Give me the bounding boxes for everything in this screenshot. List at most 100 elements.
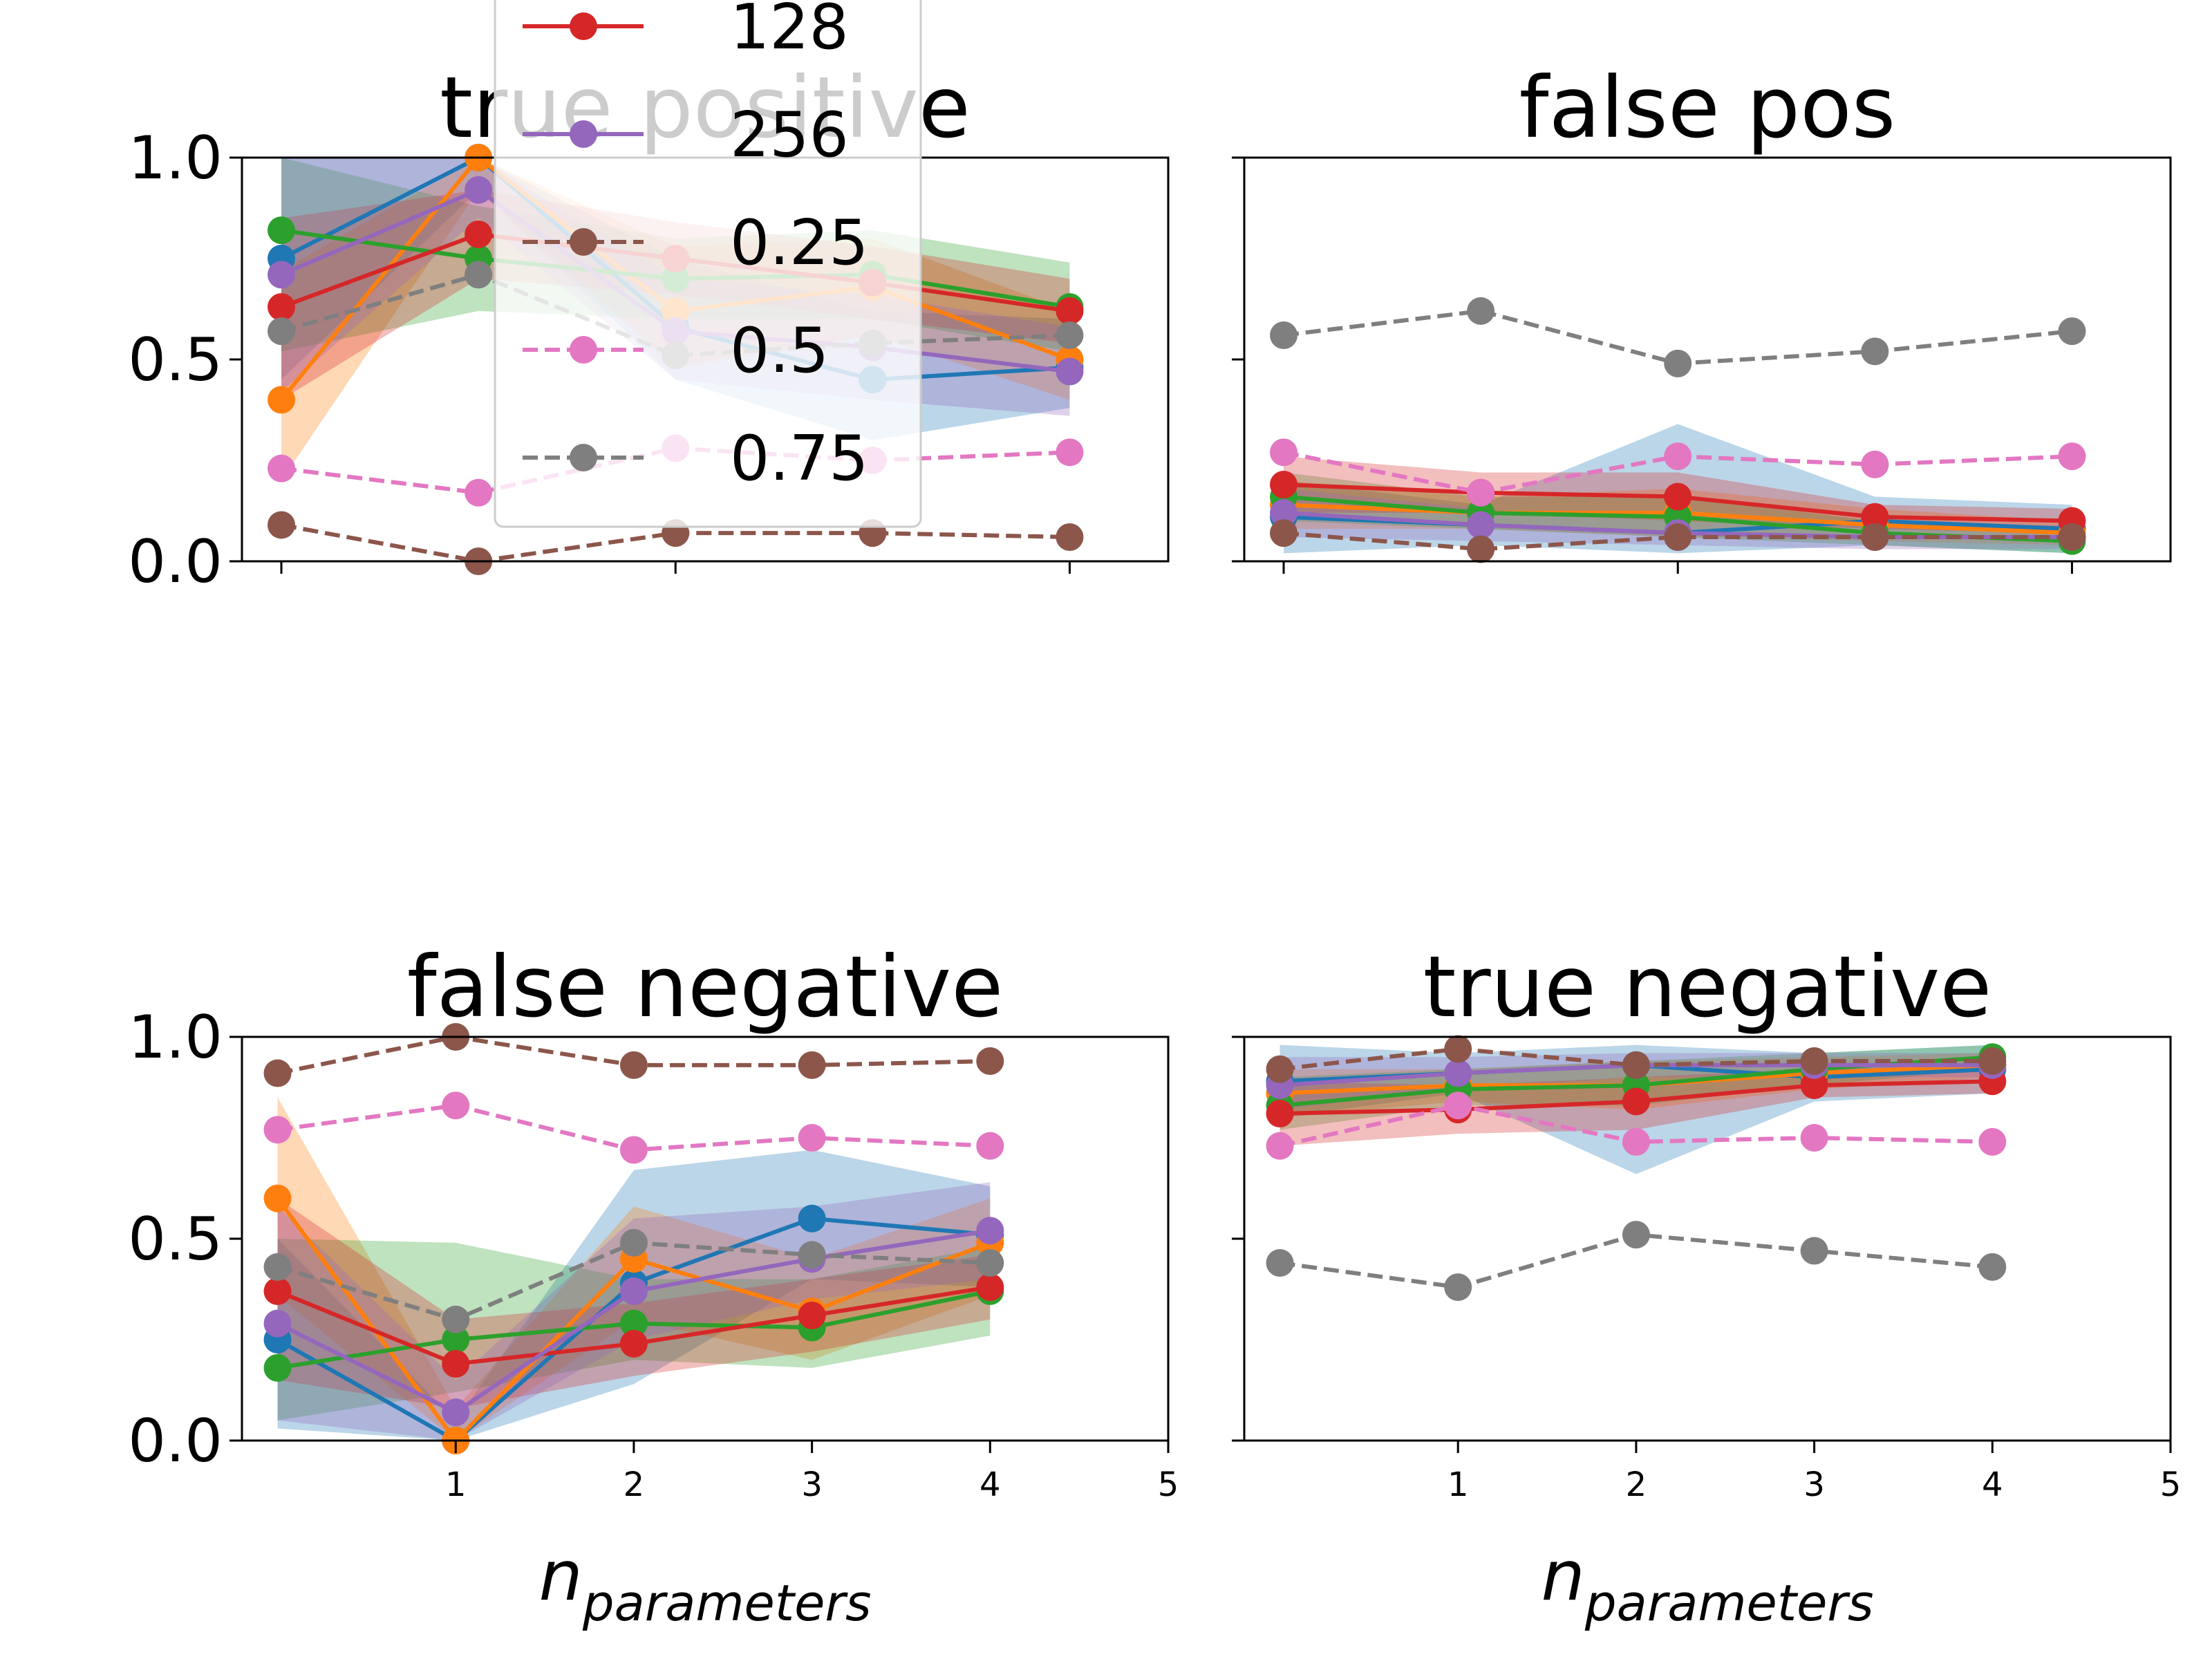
point-0-2-0 [268, 216, 296, 245]
point-2-7-0 [263, 1253, 292, 1281]
point-1-3-0 [1270, 471, 1298, 499]
point-2-4-1 [442, 1398, 470, 1427]
point-3-6-3 [1800, 1124, 1828, 1152]
point-2-7-2 [619, 1228, 648, 1257]
point-1-6-3 [1861, 450, 1889, 478]
point-3-7-4 [1978, 1253, 2007, 1281]
point-1-6-4 [2058, 442, 2086, 471]
point-1-7-3 [1861, 337, 1889, 366]
point-2-5-2 [619, 1051, 648, 1079]
point-0-4-4 [1056, 357, 1084, 386]
legend-label-2: 0.25 [730, 207, 868, 279]
subplot-title-1: false pos [1519, 59, 1896, 157]
x-axis-label-subscript: parameters [582, 1574, 872, 1632]
point-2-2-2 [619, 1309, 648, 1338]
point-3-5-3 [1800, 1047, 1828, 1076]
ytick-label-0-2: 1.0 [128, 124, 223, 193]
point-3-4-1 [1444, 1059, 1472, 1087]
legend-marker-4 [570, 444, 597, 471]
xtick-label-2-4: 5 [1158, 1465, 1179, 1504]
subplot-title-2: false negative [407, 938, 1004, 1036]
legend-label-0: 128 [730, 0, 849, 64]
legend-label-4: 0.75 [730, 422, 868, 495]
ytick-label-2-0: 0.0 [128, 1407, 223, 1476]
point-2-7-4 [976, 1249, 1004, 1277]
point-2-5-4 [976, 1047, 1004, 1076]
point-3-3-3 [1800, 1071, 1828, 1100]
point-3-7-3 [1800, 1237, 1828, 1265]
subplot-2: false negative 0.0 0.5 1.0 1 2 3 4 5 nparameters [128, 938, 1179, 1632]
point-0-6-1 [465, 478, 493, 507]
point-1-6-2 [1664, 442, 1692, 471]
xtick-label-2-2: 3 [801, 1465, 823, 1504]
point-0-5-0 [268, 511, 296, 539]
xtick-label-3-3: 4 [1982, 1465, 2003, 1504]
point-2-3-0 [263, 1277, 292, 1305]
point-3-5-2 [1622, 1051, 1650, 1079]
ytick-label-2-1: 0.5 [128, 1205, 223, 1274]
point-0-7-1 [465, 261, 493, 289]
point-2-3-2 [619, 1329, 648, 1358]
point-2-4-2 [619, 1277, 648, 1305]
subplot-title-3: true negative [1423, 938, 1992, 1036]
point-3-6-1 [1444, 1091, 1472, 1120]
point-0-6-4 [1056, 438, 1084, 467]
legend-label-3: 0.5 [730, 315, 829, 387]
point-1-3-3 [1861, 503, 1889, 531]
legend-marker-3 [570, 336, 597, 364]
xtick-label-3-4: 5 [2160, 1465, 2182, 1504]
point-2-3-1 [442, 1350, 470, 1378]
point-0-7-0 [268, 317, 296, 346]
point-0-5-4 [1056, 523, 1084, 551]
ytick-label-2-2: 1.0 [128, 1003, 223, 1072]
point-3-6-0 [1266, 1132, 1294, 1160]
point-2-6-1 [442, 1091, 470, 1120]
point-3-6-2 [1622, 1127, 1650, 1156]
point-3-5-4 [1978, 1047, 2007, 1076]
x-axis-label-main: n [1541, 1535, 1584, 1616]
point-0-7-4 [1056, 321, 1084, 349]
point-1-7-0 [1270, 321, 1298, 349]
point-1-4-1 [1467, 511, 1495, 539]
x-axis-label-subscript: parameters [1584, 1574, 1874, 1632]
point-2-0-3 [798, 1204, 826, 1232]
point-1-4-0 [1270, 498, 1298, 527]
point-3-3-0 [1266, 1099, 1294, 1127]
legend-frame [494, 0, 922, 528]
point-0-3-1 [465, 220, 493, 248]
point-2-4-4 [976, 1217, 1004, 1245]
point-1-5-1 [1467, 535, 1495, 563]
xtick-label-3-2: 3 [1803, 1465, 1825, 1504]
series-line-0-7 [281, 272, 1070, 358]
ytick-label-0-1: 0.5 [128, 326, 223, 395]
point-0-6-0 [268, 454, 296, 482]
point-2-1-0 [263, 1184, 292, 1212]
point-2-2-1 [442, 1326, 470, 1353]
point-1-6-0 [1270, 438, 1298, 467]
point-3-5-1 [1444, 1035, 1472, 1063]
point-2-5-0 [263, 1059, 292, 1087]
x-axis-label-main: n [538, 1535, 582, 1616]
point-2-6-4 [976, 1132, 1004, 1160]
point-1-3-2 [1664, 482, 1692, 511]
point-3-6-4 [1978, 1127, 2007, 1156]
point-3-7-2 [1622, 1221, 1650, 1249]
point-2-7-3 [798, 1241, 826, 1269]
x-axis-label-2: nparameters [538, 1535, 871, 1632]
point-2-6-0 [263, 1116, 292, 1144]
legend-label-1: 256 [730, 99, 849, 171]
xtick-label-2-1: 2 [624, 1465, 645, 1504]
point-0-4-0 [268, 261, 296, 289]
point-1-5-0 [1270, 519, 1298, 547]
point-2-3-4 [976, 1273, 1004, 1302]
point-0-3-0 [268, 293, 296, 321]
point-2-6-3 [798, 1124, 826, 1152]
point-1-5-2 [1664, 523, 1692, 551]
point-2-6-2 [619, 1136, 648, 1164]
point-1-7-1 [1467, 297, 1495, 325]
point-3-7-1 [1444, 1273, 1472, 1302]
legend-marker-2 [570, 228, 597, 256]
subplot-3: true negative 1 2 3 4 5 nparameters [1232, 938, 2181, 1632]
